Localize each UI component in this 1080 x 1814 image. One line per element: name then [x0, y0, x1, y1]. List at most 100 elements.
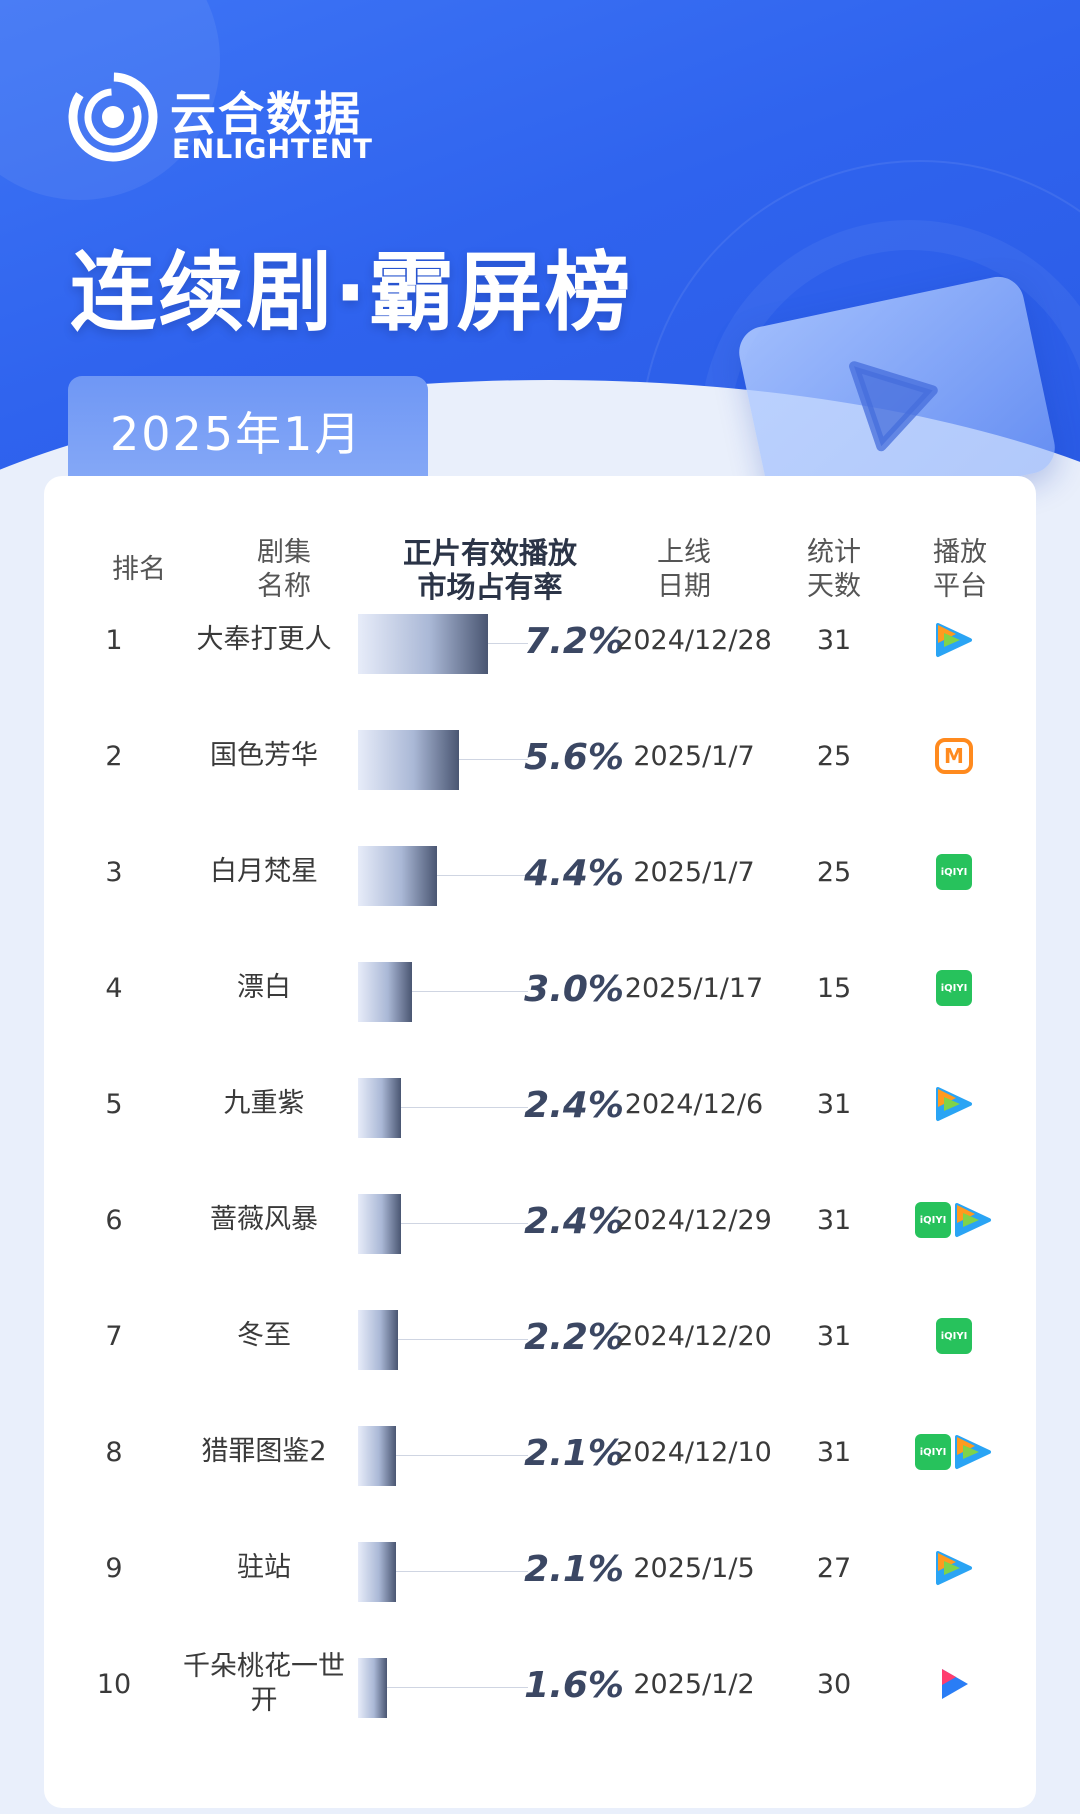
rank-cell: 1: [74, 582, 154, 698]
share-bar: [358, 962, 412, 1022]
drama-name: 蔷薇风暴: [210, 1204, 318, 1235]
leader-line: [412, 991, 528, 992]
header-name-line1: 剧集: [257, 537, 311, 568]
name-cell: 国色芳华: [164, 698, 364, 814]
share-bar: [358, 1310, 398, 1370]
tencent-video-icon: [936, 623, 972, 657]
name-cell: 漂白: [164, 930, 364, 1046]
name-cell: 九重紫: [164, 1046, 364, 1162]
days-cell: 31: [784, 582, 884, 698]
share-bar: [358, 730, 459, 790]
leader-line: [401, 1107, 528, 1108]
rank-cell: 4: [74, 930, 154, 1046]
header-name-line2: 名称: [257, 571, 311, 602]
rank-cell: 6: [74, 1162, 154, 1278]
days-cell: 31: [784, 1394, 884, 1510]
release-date: 2024/12/29: [616, 1204, 772, 1236]
platform-icons: iQIYI: [915, 1201, 993, 1239]
platform-cell: iQIYI: [894, 930, 1014, 1046]
table-row: 9 驻站 2.1% 2025/1/5 27: [44, 1510, 1036, 1626]
header-platform-line1: 播放: [933, 537, 987, 568]
header-date-line2: 日期: [657, 571, 711, 602]
platform-cell: iQIYI: [894, 814, 1014, 930]
stat-days: 31: [816, 1088, 852, 1120]
date-cell: 2025/1/17: [584, 930, 804, 1046]
name-cell: 白月梵星: [164, 814, 364, 930]
drama-name: 白月梵星: [210, 856, 318, 887]
leader-line: [398, 1339, 528, 1340]
stat-days: 25: [816, 740, 852, 772]
rank-cell: 8: [74, 1394, 154, 1510]
platform-icons: iQIYI: [936, 1318, 972, 1354]
drama-name: 漂白: [237, 972, 291, 1003]
header-date: 上线 日期: [614, 536, 754, 604]
play-icon: [849, 361, 938, 452]
rank-value: 4: [105, 972, 123, 1004]
header-platform-line2: 平台: [933, 571, 987, 602]
date-cell: 2025/1/7: [584, 698, 804, 814]
stat-days: 31: [816, 1204, 852, 1236]
platform-cell: [894, 1510, 1014, 1626]
rank-value: 6: [105, 1204, 123, 1236]
stat-days: 31: [816, 624, 852, 656]
rank-value: 3: [105, 856, 123, 888]
drama-name: 驻站: [237, 1552, 291, 1583]
platform-icons: iQIYI: [936, 970, 972, 1006]
table-row: 4 漂白 3.0% 2025/1/17 15 iQIYI: [44, 930, 1036, 1046]
leader-line: [437, 875, 528, 876]
rank-value: 2: [105, 740, 123, 772]
rank-cell: 2: [74, 698, 154, 814]
rank-value: 10: [96, 1668, 132, 1700]
table-row: 3 白月梵星 4.4% 2025/1/7 25 iQIYI: [44, 814, 1036, 930]
name-cell: 蔷薇风暴: [164, 1162, 364, 1278]
days-cell: 15: [784, 930, 884, 1046]
share-bar: [358, 1078, 401, 1138]
ranking-table: 排名 剧集 名称 正片有效播放 市场占有率 上线 日期 统计 天数 播放 平台 …: [44, 476, 1036, 1808]
platform-cell: iQIYI: [894, 1278, 1014, 1394]
youku-icon: [942, 1669, 968, 1699]
tencent-video-icon: [955, 1203, 991, 1237]
iqiyi-icon: iQIYI: [915, 1434, 951, 1470]
release-date: 2025/1/7: [633, 740, 755, 772]
rank-value: 8: [105, 1436, 123, 1468]
share-label: 4.4%: [524, 853, 624, 894]
drama-name: 猎罪图鉴2: [201, 1436, 327, 1467]
days-cell: 25: [784, 698, 884, 814]
table-row: 10 千朵桃花一世开 1.6% 2025/1/2 30: [44, 1626, 1036, 1742]
date-cell: 2025/1/5: [584, 1510, 804, 1626]
leader-line: [396, 1455, 528, 1456]
name-cell: 猎罪图鉴2: [164, 1394, 364, 1510]
platform-cell: iQIYI: [894, 1394, 1014, 1510]
platform-icons: [934, 1549, 974, 1587]
header-share-line2: 市场占有率: [417, 570, 563, 604]
date-cell: 2024/12/29: [584, 1162, 804, 1278]
share-label: 2.2%: [524, 1317, 624, 1358]
days-cell: 31: [784, 1162, 884, 1278]
iqiyi-icon: iQIYI: [915, 1202, 951, 1238]
platform-cell: M: [894, 698, 1014, 814]
release-date: 2025/1/5: [633, 1552, 755, 1584]
date-cell: 2024/12/10: [584, 1394, 804, 1510]
share-bar: [358, 846, 437, 906]
header-days: 统计 天数: [784, 536, 884, 604]
share-label: 3.0%: [524, 969, 624, 1010]
drama-name: 大奉打更人: [196, 624, 332, 655]
header-days-line2: 天数: [807, 571, 861, 602]
rank-value: 5: [105, 1088, 123, 1120]
stat-days: 30: [816, 1668, 852, 1700]
rank-cell: 7: [74, 1278, 154, 1394]
share-label: 2.4%: [524, 1085, 624, 1126]
header-platform: 播放 平台: [910, 536, 1010, 604]
page-title: 连续剧·霸屏榜: [70, 243, 633, 343]
header-share-line1: 正片有效播放: [402, 536, 577, 570]
name-cell: 千朵桃花一世开: [164, 1626, 364, 1742]
name-cell: 冬至: [164, 1278, 364, 1394]
platform-icons: M: [935, 738, 973, 774]
table-row: 6 蔷薇风暴 2.4% 2024/12/29 31 iQIYI: [44, 1162, 1036, 1278]
date-cell: 2024/12/20: [584, 1278, 804, 1394]
release-date: 2024/12/28: [616, 624, 772, 656]
header-rank-text: 排名: [112, 554, 166, 585]
days-cell: 30: [784, 1626, 884, 1742]
days-cell: 27: [784, 1510, 884, 1626]
days-cell: 25: [784, 814, 884, 930]
